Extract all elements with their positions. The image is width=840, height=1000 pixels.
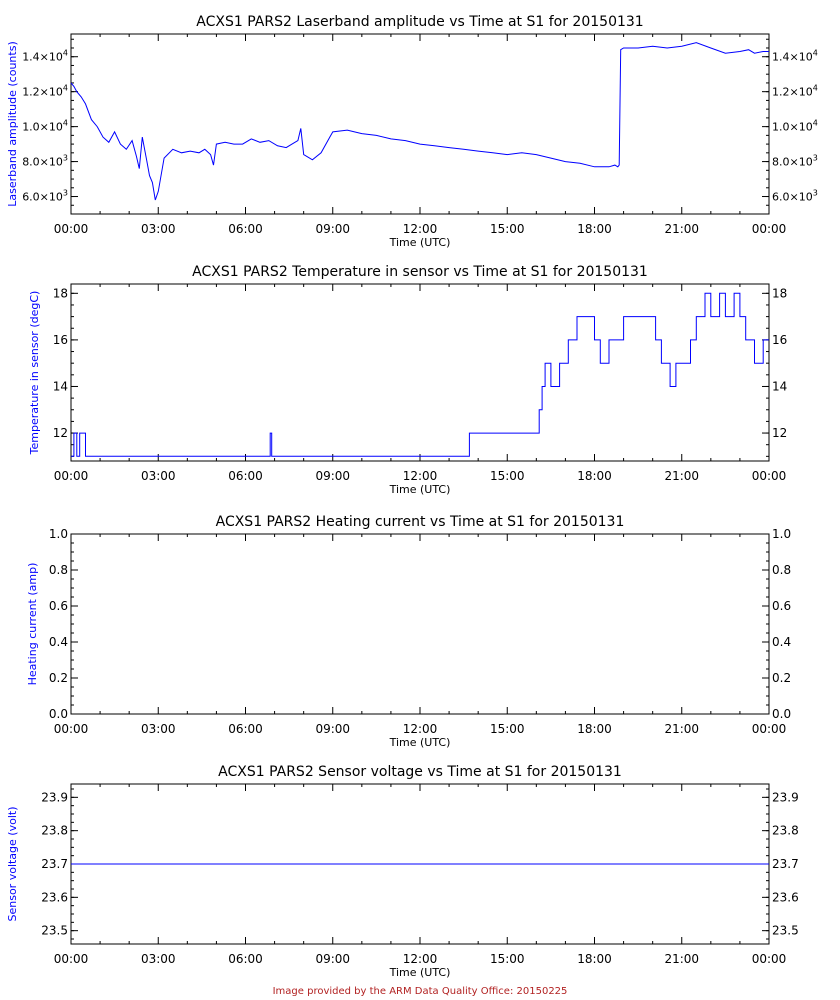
x-tick-label: 21:00	[664, 722, 699, 736]
y-tick-label-right: 0.0	[772, 707, 791, 721]
y-tick-label-right: 1.0	[772, 527, 791, 541]
y-tick-label: 0.8	[49, 563, 68, 577]
x-tick-label: 00:00	[54, 469, 89, 483]
y-axis-label: Temperature in sensor (degC)	[28, 291, 41, 456]
y-tick-label-right: 1.4×104	[772, 49, 818, 64]
x-tick-label: 12:00	[403, 952, 438, 966]
series-line	[70, 42, 769, 201]
x-tick-label: 21:00	[664, 469, 699, 483]
chart-4: ACXS1 PARS2 Sensor voltage vs Time at S1…	[6, 764, 799, 979]
x-tick-label: 00:00	[752, 952, 787, 966]
y-tick-label-right: 0.8	[772, 563, 791, 577]
plot-frame	[70, 33, 770, 215]
y-tick-label-right: 16	[772, 333, 787, 347]
x-tick-label: 06:00	[228, 469, 263, 483]
x-tick-label: 03:00	[141, 722, 176, 736]
y-tick-label: 1.0×104	[22, 119, 68, 134]
y-tick-label: 23.5	[41, 924, 68, 938]
x-tick-label: 15:00	[490, 952, 525, 966]
plot-frame	[70, 533, 770, 715]
plot-frame	[70, 283, 770, 462]
x-tick-label: 21:00	[664, 222, 699, 236]
y-tick-label: 6.0×103	[22, 189, 68, 204]
x-axis-label: Time (UTC)	[389, 236, 451, 249]
y-tick-label-right: 0.6	[772, 599, 791, 613]
x-tick-label: 18:00	[577, 952, 612, 966]
y-tick-label-right: 0.2	[772, 671, 791, 685]
series-line	[71, 292, 769, 457]
y-tick-label: 8.0×103	[22, 154, 68, 169]
y-tick-label-right: 23.9	[772, 790, 799, 804]
chart-title: ACXS1 PARS2 Sensor voltage vs Time at S1…	[218, 764, 622, 780]
y-tick-label: 23.9	[41, 790, 68, 804]
y-tick-label: 18	[53, 286, 68, 300]
x-tick-label: 00:00	[54, 222, 89, 236]
y-tick-label-right: 18	[772, 286, 787, 300]
x-tick-label: 06:00	[228, 952, 263, 966]
y-tick-label: 23.8	[41, 824, 68, 838]
footer-credit: Image provided by the ARM Data Quality O…	[272, 986, 568, 997]
x-tick-label: 12:00	[403, 222, 438, 236]
x-tick-label: 00:00	[54, 952, 89, 966]
y-tick-label: 0.2	[49, 671, 68, 685]
y-tick-label-right: 12	[772, 426, 787, 440]
x-tick-label: 21:00	[664, 952, 699, 966]
y-tick-label: 1.4×104	[22, 49, 68, 64]
x-tick-label: 18:00	[577, 222, 612, 236]
y-tick-label: 0.0	[49, 707, 68, 721]
x-tick-label: 18:00	[577, 469, 612, 483]
y-tick-label-right: 23.8	[772, 824, 799, 838]
y-tick-label: 0.6	[49, 599, 68, 613]
y-tick-label: 14	[53, 379, 68, 393]
x-tick-label: 09:00	[315, 469, 350, 483]
x-tick-label: 15:00	[490, 222, 525, 236]
chart-title: ACXS1 PARS2 Laserband amplitude vs Time …	[196, 14, 643, 30]
chart-1: ACXS1 PARS2 Laserband amplitude vs Time …	[6, 14, 818, 249]
y-axis-label: Heating current (amp)	[26, 563, 39, 686]
y-tick-label: 23.6	[41, 890, 68, 904]
x-tick-label: 06:00	[228, 722, 263, 736]
chart-2: ACXS1 PARS2 Temperature in sensor vs Tim…	[28, 264, 787, 496]
x-axis-label: Time (UTC)	[389, 966, 451, 979]
x-tick-label: 03:00	[141, 222, 176, 236]
y-tick-label-right: 14	[772, 379, 787, 393]
y-tick-label-right: 1.2×104	[772, 84, 818, 99]
x-tick-label: 09:00	[315, 222, 350, 236]
chart-title: ACXS1 PARS2 Temperature in sensor vs Tim…	[192, 264, 648, 280]
x-axis-label: Time (UTC)	[389, 736, 451, 749]
y-tick-label: 0.4	[49, 635, 68, 649]
y-tick-label-right: 23.6	[772, 890, 799, 904]
y-tick-label: 16	[53, 333, 68, 347]
x-tick-label: 00:00	[752, 722, 787, 736]
x-axis-label: Time (UTC)	[389, 483, 451, 496]
x-tick-label: 15:00	[490, 469, 525, 483]
y-axis-label: Sensor voltage (volt)	[6, 807, 19, 922]
y-tick-label-right: 1.0×104	[772, 119, 818, 134]
x-tick-label: 03:00	[141, 952, 176, 966]
y-tick-label: 1.0	[49, 527, 68, 541]
x-tick-label: 06:00	[228, 222, 263, 236]
x-tick-label: 09:00	[315, 952, 350, 966]
x-tick-label: 00:00	[752, 469, 787, 483]
x-tick-label: 00:00	[752, 222, 787, 236]
x-tick-label: 00:00	[54, 722, 89, 736]
x-tick-label: 15:00	[490, 722, 525, 736]
x-tick-label: 03:00	[141, 469, 176, 483]
y-tick-label-right: 23.5	[772, 924, 799, 938]
y-tick-label: 1.2×104	[22, 84, 68, 99]
x-tick-label: 12:00	[403, 469, 438, 483]
x-tick-label: 12:00	[403, 722, 438, 736]
y-tick-label: 23.7	[41, 857, 68, 871]
y-tick-label-right: 8.0×103	[772, 154, 818, 169]
y-axis-label: Laserband amplitude (counts)	[6, 41, 19, 207]
chart-title: ACXS1 PARS2 Heating current vs Time at S…	[216, 514, 625, 530]
y-tick-label-right: 23.7	[772, 857, 799, 871]
x-tick-label: 18:00	[577, 722, 612, 736]
x-tick-label: 09:00	[315, 722, 350, 736]
chart-3: ACXS1 PARS2 Heating current vs Time at S…	[26, 514, 791, 749]
y-tick-label-right: 0.4	[772, 635, 791, 649]
y-tick-label-right: 6.0×103	[772, 189, 818, 204]
y-tick-label: 12	[53, 426, 68, 440]
